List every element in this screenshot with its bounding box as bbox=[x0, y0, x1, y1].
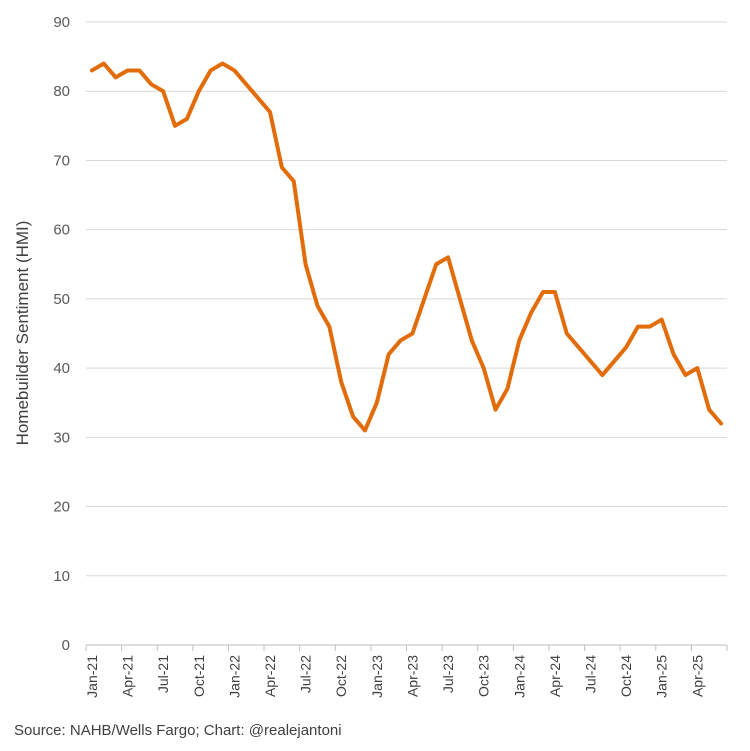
series-layer bbox=[89, 61, 724, 433]
y-tick-label: 80 bbox=[53, 83, 70, 100]
y-tick-label: 40 bbox=[53, 360, 70, 377]
x-tick-label: Jan-25 bbox=[654, 655, 670, 698]
y-tick-label: 60 bbox=[53, 222, 70, 239]
x-tick-label: Jan-24 bbox=[511, 655, 527, 698]
x-tick-label: Jul-24 bbox=[582, 655, 598, 693]
y-tick-label: 20 bbox=[53, 499, 70, 516]
y-axis-title: Homebuilder Sentiment (HMI) bbox=[13, 221, 32, 446]
x-tick-label: Oct-22 bbox=[333, 655, 349, 697]
x-tick-label: Oct-24 bbox=[618, 655, 634, 697]
series-line-0 bbox=[89, 61, 724, 433]
y-tick-label: 90 bbox=[53, 14, 70, 31]
y-axis-ticks: 0 10 20 30 40 50 60 70 80 90 bbox=[53, 14, 70, 654]
x-tick-label: Apr-22 bbox=[262, 655, 278, 697]
x-tick-label: Jan-23 bbox=[369, 655, 385, 698]
x-tick-label: Apr-23 bbox=[404, 655, 420, 697]
x-tick-label: Apr-24 bbox=[547, 655, 563, 697]
x-tick-label: Oct-23 bbox=[476, 655, 492, 697]
x-tick-label: Jul-23 bbox=[440, 655, 456, 693]
y-tick-label: 0 bbox=[62, 637, 70, 654]
x-tick-label: Apr-21 bbox=[120, 655, 136, 697]
x-tick-label: Jan-22 bbox=[226, 655, 242, 698]
y-tick-label: 10 bbox=[53, 568, 70, 585]
x-tick-label: Jul-22 bbox=[298, 655, 314, 693]
x-tick-label: Apr-25 bbox=[689, 655, 705, 697]
x-tick-label: Jan-21 bbox=[84, 655, 100, 698]
y-tick-label: 70 bbox=[53, 152, 70, 169]
y-tick-label: 50 bbox=[53, 291, 70, 308]
x-axis-ticks: Jan-21 Apr-21 Jul-21 Oct-21 Jan-22 Apr-22 Jul-… bbox=[84, 645, 728, 698]
gridlines bbox=[86, 21, 727, 577]
y-tick-label: 30 bbox=[53, 429, 70, 446]
x-tick-label: Oct-21 bbox=[191, 655, 207, 697]
x-tick-label: Jul-21 bbox=[155, 655, 171, 693]
source-note: Source: NAHB/Wells Fargo; Chart: @realej… bbox=[14, 722, 342, 739]
